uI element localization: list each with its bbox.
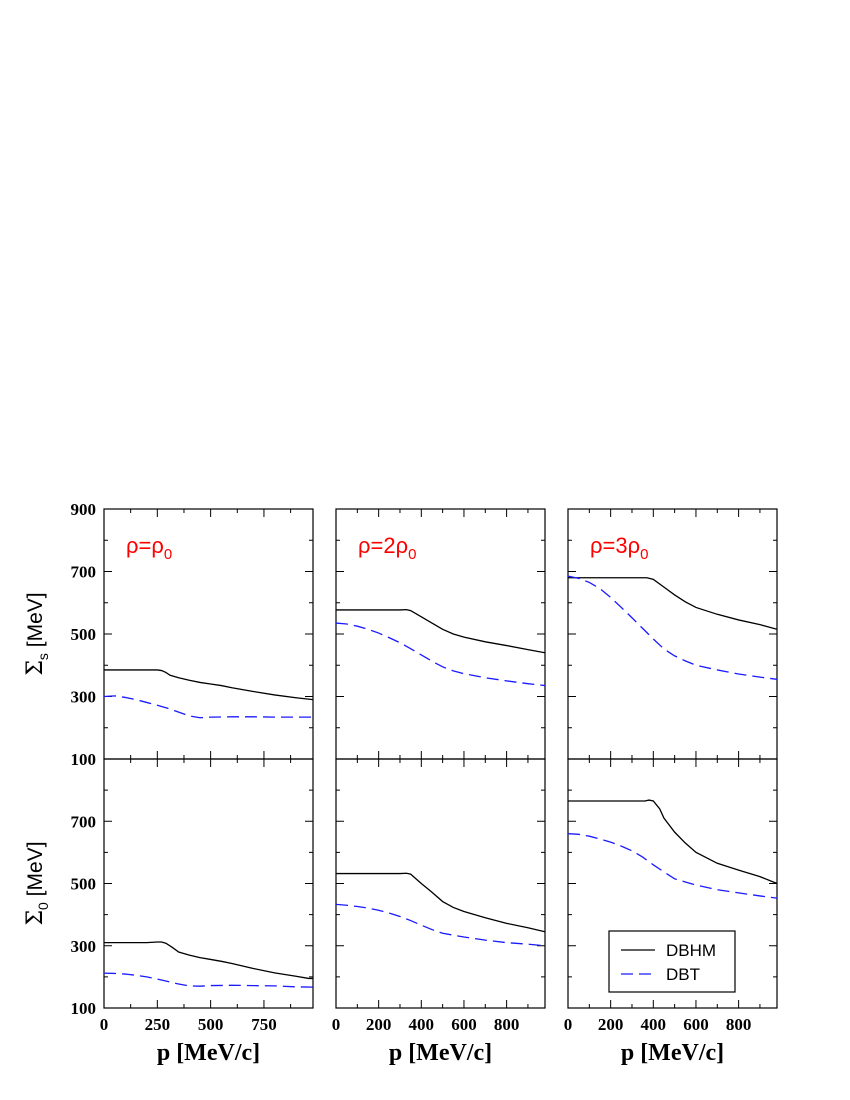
series-line-dbhm (336, 872, 545, 933)
x-tick-label: 800 (726, 1015, 752, 1034)
legend: DBHM DBT (608, 930, 736, 993)
y-tick-label: 100 (71, 999, 97, 1018)
legend-label-dbhm: DBHM (666, 941, 716, 960)
x-tick-label: 250 (145, 1015, 171, 1034)
series-line-dbt (104, 972, 313, 988)
svg-text:Σs [MeV]: Σs [MeV] (23, 592, 51, 675)
panel-density-label: ρ=3ρ0 (590, 533, 648, 563)
panel-density-label: ρ=2ρ0 (358, 533, 416, 563)
series-line-dbhm (568, 577, 777, 630)
legend-box (608, 930, 736, 993)
panel-top-3: ρ=3ρ0 (567, 508, 778, 760)
x-axis-title: p [MeV/c] (157, 1040, 260, 1066)
panel-top-1: 100 300 500 700 900 ρ=ρ0 (71, 500, 314, 769)
y-tick-label: 500 (71, 875, 97, 894)
panel-frame (103, 758, 314, 1009)
y-axis-title: Σ0 [MeV] (23, 841, 51, 925)
x-axis-title: p [MeV/c] (389, 1040, 492, 1066)
y-tick-label: 900 (71, 500, 97, 519)
panel-frame (335, 758, 546, 1009)
y-tick-label: 300 (71, 688, 97, 707)
series-line-dbhm (104, 941, 313, 980)
y-tick-label: 700 (71, 563, 97, 582)
x-axis-title: p [MeV/c] (621, 1040, 724, 1066)
y-tick-label: 500 (71, 625, 97, 644)
x-tick-label: 200 (598, 1015, 624, 1034)
y-tick-label: 100 (71, 750, 97, 769)
series-line-dbt (568, 833, 777, 899)
x-tick-label: 200 (366, 1015, 392, 1034)
x-tick-label: 750 (251, 1015, 277, 1034)
series-line-dbhm (568, 799, 777, 885)
x-tick-label: 0 (564, 1015, 573, 1034)
series-line-dbt (336, 903, 545, 947)
panels: 100 300 500 700 900 ρ=ρ0 100 300 500 700 0 250 500 75… (71, 500, 778, 1066)
series-line-dbt (568, 575, 777, 680)
panel-bottom-1: 100 300 500 700 0 250 500 750 p [MeV/c] (71, 758, 314, 1066)
series-line-dbhm (336, 608, 545, 654)
x-tick-label: 0 (332, 1015, 341, 1034)
x-tick-label: 500 (198, 1015, 224, 1034)
x-tick-label: 600 (683, 1015, 709, 1034)
svg-text:Σ0 [MeV]: Σ0 [MeV] (23, 841, 51, 925)
x-tick-label: 600 (451, 1015, 477, 1034)
x-tick-label: 0 (100, 1015, 109, 1034)
y-tick-label: 300 (71, 937, 97, 956)
legend-label-dbt: DBT (666, 965, 700, 984)
series-line-dbt (104, 695, 313, 719)
y-axis-title: Σs [MeV] (23, 592, 51, 675)
x-tick-label: 800 (494, 1015, 520, 1034)
y-tick-label: 700 (71, 812, 97, 831)
x-tick-label: 400 (409, 1015, 435, 1034)
panel-top-2: ρ=2ρ0 (335, 508, 546, 760)
series-line-dbhm (104, 669, 313, 701)
x-tick-label: 400 (641, 1015, 667, 1034)
y-axis-labels: Σs [MeV] Σ0 [MeV] (23, 592, 51, 925)
series-line-dbt (336, 622, 545, 687)
panel-density-label: ρ=ρ0 (126, 533, 172, 563)
